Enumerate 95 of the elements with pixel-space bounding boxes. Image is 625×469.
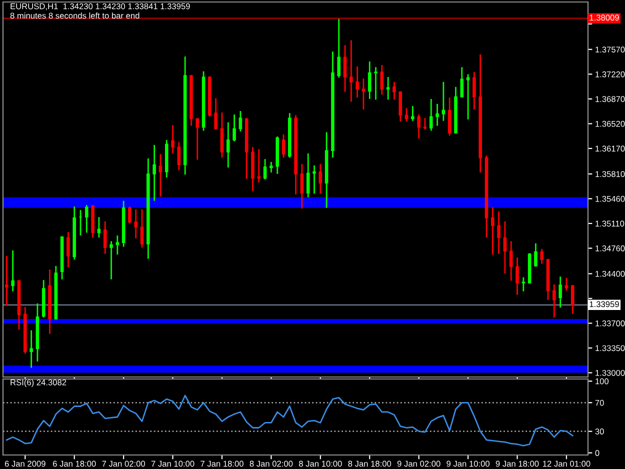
- y-tick-label: 1.35810: [596, 171, 625, 178]
- x-tick-label: 12 Jan 01:00: [543, 460, 590, 467]
- y-tick-label: 70: [595, 400, 604, 406]
- candlestick: [300, 164, 304, 209]
- y-tick-label: 1.34760: [596, 245, 625, 252]
- candlestick: [350, 40, 353, 102]
- candlestick: [282, 134, 286, 158]
- x-tick-label: 7 Jan 10:00: [151, 460, 194, 467]
- candlestick: [540, 248, 544, 264]
- y-tick-label: 1.33350: [596, 345, 625, 352]
- candlestick: [128, 206, 132, 224]
- candlestick: [417, 114, 420, 139]
- x-tick-label: 6 Jan 2009: [4, 460, 46, 467]
- candlestick: [171, 125, 174, 154]
- y-tick-label: 1.36170: [596, 146, 625, 152]
- candlestick: [516, 257, 519, 295]
- x-tick-label: 8 Jan 18:00: [348, 460, 392, 467]
- ref-line-label: 1.33959: [590, 301, 619, 308]
- y-tick-label: 1.36870: [596, 96, 625, 102]
- candlestick: [97, 217, 101, 238]
- candlestick: [497, 211, 500, 254]
- candlestick: [238, 110, 242, 132]
- candlestick: [570, 285, 574, 314]
- candlestick: [30, 330, 33, 368]
- chart-title: EURUSD,H1 1.34230 1.34230 1.33841 1.33959: [10, 3, 190, 10]
- x-tick-label: 8 Jan 02:00: [250, 460, 293, 467]
- candlestick: [398, 91, 402, 122]
- candlestick: [270, 162, 273, 173]
- candlestick: [232, 114, 236, 142]
- candlestick: [214, 98, 218, 130]
- candlestick: [177, 142, 181, 170]
- candlestick: [534, 243, 538, 267]
- candlestick: [472, 72, 476, 110]
- candlestick: [522, 277, 526, 292]
- x-tick-label: 7 Jan 02:00: [102, 460, 146, 467]
- x-tick-label: 9 Jan 02:00: [397, 460, 440, 467]
- candlestick: [110, 241, 113, 280]
- candlestick: [196, 118, 200, 160]
- candlestick: [411, 106, 414, 121]
- candlestick: [564, 278, 568, 291]
- y-tick-label: 100: [596, 378, 609, 384]
- candlestick: [460, 67, 464, 98]
- candlestick: [226, 122, 230, 168]
- y-tick-label: 1.35110: [596, 220, 624, 227]
- candlestick: [423, 118, 427, 130]
- candlestick: [436, 104, 439, 126]
- chart-title: RSI(6) 24.3082: [10, 379, 66, 387]
- candlestick: [5, 256, 8, 306]
- candlestick: [368, 61, 372, 99]
- candlestick: [263, 159, 267, 180]
- candlestick: [392, 82, 396, 100]
- y-tick-label: 1.35460: [596, 196, 625, 202]
- candlestick: [429, 98, 433, 131]
- candlestick: [220, 112, 224, 158]
- candlestick: [140, 209, 144, 248]
- candlestick: [103, 221, 107, 254]
- x-tick-label: 9 Jan 10:00: [446, 460, 490, 467]
- y-tick-label: 30: [595, 428, 604, 434]
- ref-line-label: 1.38009: [590, 14, 619, 21]
- candlestick: [552, 284, 556, 318]
- candlestick: [362, 78, 366, 110]
- x-tick-label: 6 Jan 18:00: [53, 460, 96, 467]
- candlestick: [134, 209, 138, 238]
- candlestick: [152, 144, 156, 201]
- y-tick-label: 1.33700: [596, 320, 625, 326]
- candlestick: [491, 207, 494, 255]
- candlestick: [312, 165, 316, 194]
- y-tick-label: 1.37570: [596, 46, 625, 53]
- y-tick-label: 1.34400: [596, 270, 625, 277]
- candlestick: [503, 221, 507, 274]
- candlestick: [374, 67, 378, 100]
- x-tick-label: 7 Jan 18:00: [200, 460, 244, 467]
- candlestick: [11, 250, 14, 292]
- candlestick: [306, 153, 310, 198]
- annotation: 8 minutes 8 seconds left to bar end: [10, 12, 140, 19]
- y-tick-label: 1.33000: [596, 370, 625, 376]
- y-tick-label: 0: [595, 450, 600, 456]
- candlestick: [386, 77, 390, 100]
- candlestick: [85, 205, 88, 233]
- candlestick: [343, 45, 347, 92]
- candlestick: [356, 66, 359, 98]
- candlestick: [158, 154, 162, 197]
- y-tick-label: 1.37220: [596, 71, 625, 78]
- line-series: [6, 394, 574, 446]
- candlestick: [337, 18, 341, 78]
- candlestick: [116, 236, 120, 255]
- candlestick: [448, 98, 452, 136]
- y-tick-label: 1.36520: [596, 120, 625, 127]
- candlestick: [558, 276, 562, 308]
- x-tick-label: 9 Jan 18:00: [496, 460, 539, 467]
- candlestick: [380, 64, 384, 95]
- candlestick: [509, 241, 513, 281]
- candlestick: [318, 164, 322, 194]
- candlestick: [66, 232, 70, 268]
- x-tick-label: 8 Jan 10:00: [299, 460, 342, 467]
